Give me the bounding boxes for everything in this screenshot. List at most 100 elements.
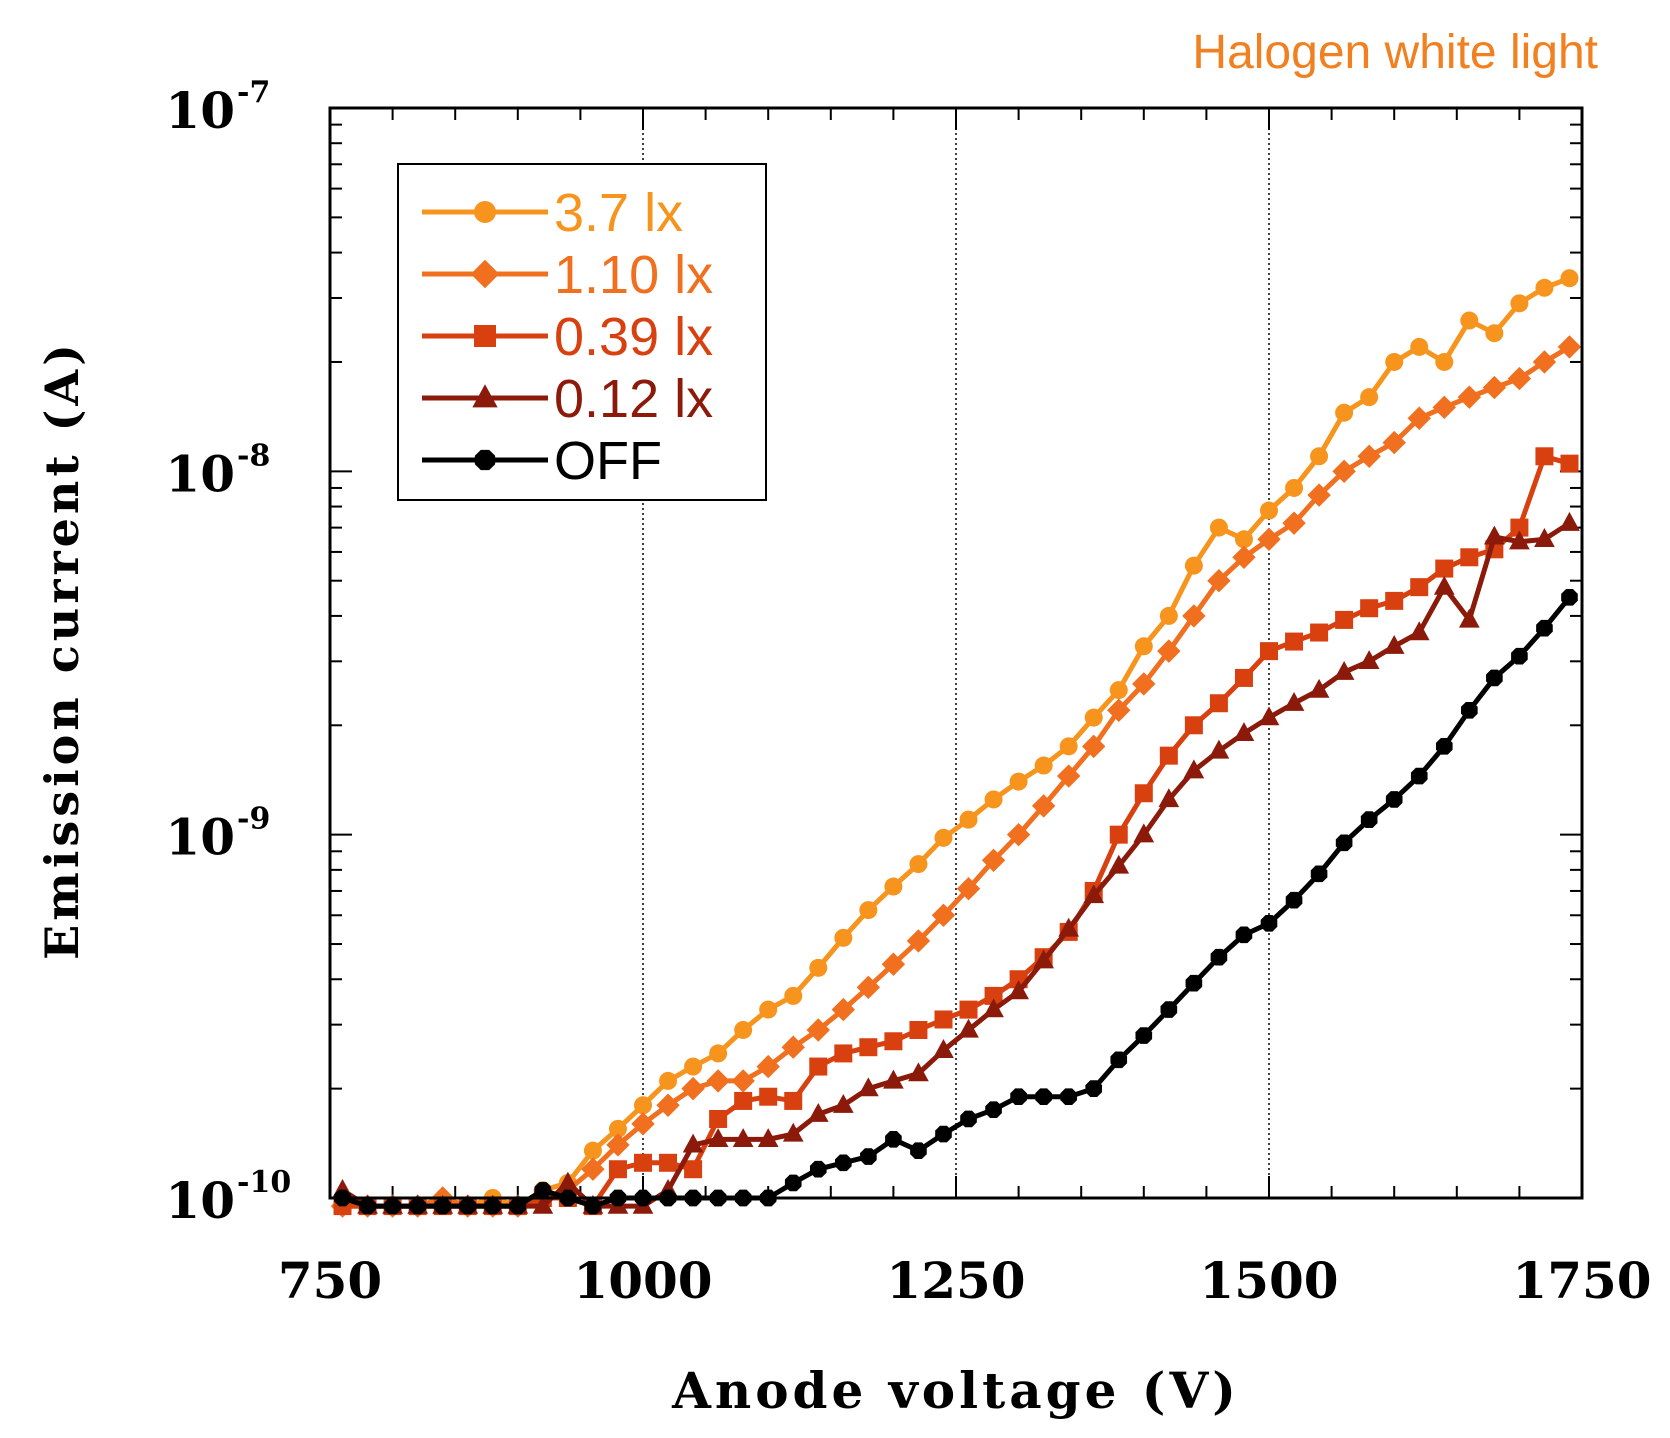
data-point <box>906 929 931 953</box>
data-point <box>1535 447 1554 466</box>
legend-marker <box>472 384 498 408</box>
data-point <box>709 1044 728 1063</box>
data-point <box>1335 403 1354 422</box>
data-point <box>781 1035 805 1059</box>
data-point <box>884 877 903 896</box>
data-point <box>1134 784 1153 803</box>
legend-marker <box>470 259 500 289</box>
data-point <box>1109 825 1128 844</box>
data-point <box>1534 528 1555 547</box>
data-point <box>1083 884 1105 904</box>
data-point <box>1457 385 1482 409</box>
data-point <box>909 855 928 874</box>
data-point <box>1234 530 1253 549</box>
data-point <box>1134 637 1153 656</box>
data-point <box>1335 834 1353 852</box>
x-tick-label: 1000 <box>573 1251 712 1310</box>
data-point <box>1310 623 1329 642</box>
chart-title: Halogen white light <box>1192 26 1598 79</box>
data-point <box>1082 734 1106 759</box>
data-point <box>1031 794 1056 818</box>
data-point <box>583 1141 602 1160</box>
data-point <box>1486 669 1503 687</box>
data-point <box>1385 591 1404 610</box>
data-point <box>1159 606 1178 625</box>
data-point <box>885 1131 902 1148</box>
data-point <box>1033 949 1054 969</box>
data-point <box>384 1197 401 1215</box>
data-point <box>1358 650 1380 669</box>
data-point <box>1184 556 1203 575</box>
data-point <box>1135 1027 1153 1044</box>
data-point <box>1335 610 1354 629</box>
data-point <box>858 1077 879 1097</box>
data-point <box>1485 324 1504 343</box>
data-point <box>1383 635 1405 654</box>
data-point <box>759 1000 778 1019</box>
data-point <box>1510 294 1529 313</box>
data-point <box>809 1160 827 1178</box>
y-axis-title: Emission current (A) <box>35 340 89 960</box>
data-point <box>459 1197 477 1215</box>
data-point <box>1085 1080 1103 1097</box>
data-point <box>1332 459 1356 484</box>
data-point <box>1461 701 1478 719</box>
data-point <box>956 877 981 901</box>
data-point <box>784 1174 802 1192</box>
data-point <box>1410 578 1429 597</box>
data-point <box>985 1101 1002 1119</box>
data-point <box>1535 278 1554 297</box>
data-point <box>856 975 881 1000</box>
data-point <box>1407 406 1431 430</box>
data-point <box>608 1119 627 1138</box>
data-point <box>1232 545 1256 569</box>
data-point <box>484 1197 502 1215</box>
data-point <box>1260 501 1278 520</box>
data-point <box>958 1018 979 1038</box>
data-point <box>684 1160 703 1179</box>
data-point <box>1006 822 1031 847</box>
data-point <box>1360 811 1378 828</box>
data-point <box>807 1103 829 1122</box>
legend-marker <box>474 201 496 223</box>
data-point <box>1184 716 1203 735</box>
data-point <box>1458 608 1480 628</box>
legend-box <box>397 163 767 501</box>
data-point <box>1059 737 1078 756</box>
data-point <box>1507 366 1532 391</box>
data-point <box>806 1018 830 1042</box>
x-axis-title: Anode voltage (V) <box>671 1361 1240 1420</box>
data-point <box>933 1039 954 1058</box>
data-point <box>1511 647 1528 665</box>
data-point <box>1308 678 1330 698</box>
legend-label: 0.12 lx <box>554 369 713 429</box>
data-point <box>634 1153 652 1172</box>
data-point <box>1510 518 1529 537</box>
data-point <box>606 1133 630 1157</box>
data-point <box>1435 352 1454 371</box>
legend-label: 1.10 lx <box>554 245 713 305</box>
data-point <box>1207 569 1231 593</box>
x-tick-labels: 750 1000 1250 1500 1750 <box>278 1251 1652 1310</box>
y-tick-label: 10 <box>165 1171 235 1230</box>
data-point <box>1360 599 1379 618</box>
data-point <box>1009 772 1028 791</box>
data-point <box>1285 891 1303 909</box>
axis-ticks <box>329 108 1583 1199</box>
data-point <box>1307 483 1331 507</box>
data-point <box>809 958 828 977</box>
data-point <box>835 1154 852 1172</box>
data-point <box>756 1054 780 1079</box>
data-point <box>1310 865 1328 883</box>
data-point <box>782 1122 804 1142</box>
data-point <box>1432 395 1456 420</box>
data-point <box>960 1110 977 1128</box>
x-tick-label: 1750 <box>1512 1251 1651 1310</box>
data-point <box>1509 530 1530 550</box>
data-point <box>1536 619 1553 637</box>
data-point <box>1333 660 1355 680</box>
data-point <box>634 1096 652 1115</box>
legend-marker <box>474 449 496 471</box>
data-point <box>1408 621 1430 641</box>
data-point <box>709 1109 728 1128</box>
